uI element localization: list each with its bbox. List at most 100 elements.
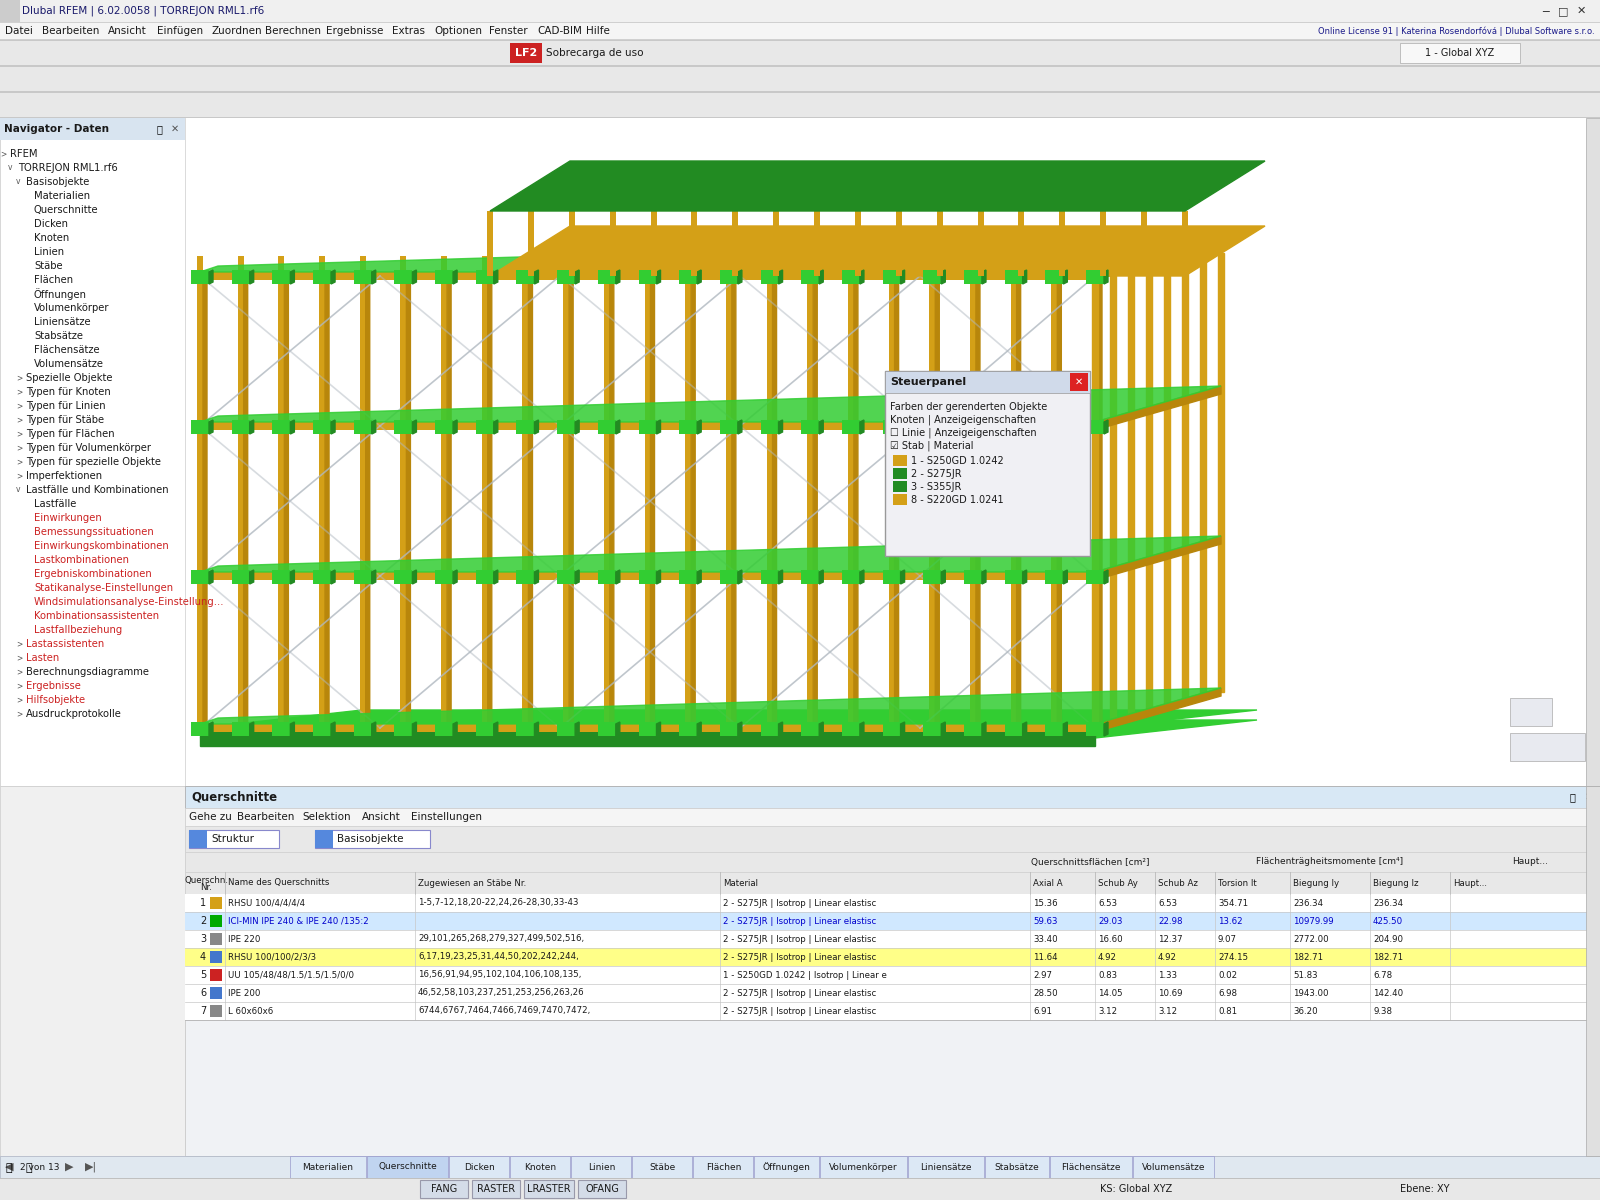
Bar bbox=[963, 722, 982, 736]
Bar bbox=[578, 1180, 626, 1198]
Text: 6,17,19,23,25,31,44,50,202,242,244,: 6,17,19,23,25,31,44,50,202,242,244, bbox=[418, 953, 579, 961]
Bar bbox=[970, 256, 976, 728]
Polygon shape bbox=[413, 270, 416, 284]
Bar bbox=[232, 420, 250, 434]
Polygon shape bbox=[331, 270, 334, 284]
Text: 13.62: 13.62 bbox=[1218, 917, 1243, 925]
Bar bbox=[360, 256, 366, 728]
Text: 0.02: 0.02 bbox=[1218, 971, 1237, 979]
Bar bbox=[395, 722, 413, 736]
Text: 425.50: 425.50 bbox=[1373, 917, 1403, 925]
Bar bbox=[1070, 373, 1088, 391]
Text: Basisobjekte: Basisobjekte bbox=[26, 176, 90, 187]
Text: Lasten: Lasten bbox=[26, 653, 59, 662]
Text: 6744,6767,7464,7466,7469,7470,7472,: 6744,6767,7464,7466,7469,7470,7472, bbox=[418, 1007, 590, 1015]
Text: 3.12: 3.12 bbox=[1158, 1007, 1178, 1015]
Text: Berechnungsdiagramme: Berechnungsdiagramme bbox=[26, 667, 149, 677]
Text: 0.81: 0.81 bbox=[1218, 1007, 1237, 1015]
Text: Bearbeiten: Bearbeiten bbox=[237, 812, 294, 822]
Text: LRASTER: LRASTER bbox=[526, 1184, 571, 1194]
Polygon shape bbox=[534, 270, 539, 284]
Bar bbox=[984, 1156, 1050, 1178]
Bar bbox=[0, 118, 186, 786]
Text: OFANG: OFANG bbox=[586, 1184, 619, 1194]
Bar bbox=[189, 830, 206, 848]
Text: Extras: Extras bbox=[392, 26, 424, 36]
Text: 182.71: 182.71 bbox=[1293, 953, 1323, 961]
Text: Liniensätze: Liniensätze bbox=[34, 317, 91, 326]
Text: 10.69: 10.69 bbox=[1158, 989, 1182, 997]
Polygon shape bbox=[859, 722, 864, 736]
Bar bbox=[354, 570, 371, 584]
Text: Struktur: Struktur bbox=[211, 834, 254, 844]
Text: >: > bbox=[16, 457, 22, 467]
Text: Ergebnisse: Ergebnisse bbox=[326, 26, 382, 36]
Text: 274.15: 274.15 bbox=[1218, 953, 1248, 961]
Text: IPE 220: IPE 220 bbox=[229, 935, 261, 943]
Text: v: v bbox=[8, 163, 13, 173]
Polygon shape bbox=[616, 570, 619, 584]
Bar bbox=[354, 420, 371, 434]
Bar bbox=[528, 211, 534, 276]
Polygon shape bbox=[200, 386, 1221, 422]
Text: 4: 4 bbox=[200, 952, 206, 962]
Text: 1943.00: 1943.00 bbox=[1293, 989, 1328, 997]
Bar bbox=[315, 830, 430, 848]
Bar bbox=[290, 1156, 366, 1178]
Text: ✕: ✕ bbox=[1586, 792, 1594, 802]
Text: Ansicht: Ansicht bbox=[362, 812, 400, 822]
Text: Selektion: Selektion bbox=[302, 812, 350, 822]
Bar bbox=[1005, 722, 1022, 736]
Text: L 60x60x6: L 60x60x6 bbox=[229, 1007, 274, 1015]
Polygon shape bbox=[1094, 236, 1221, 280]
Text: Gehe zu: Gehe zu bbox=[189, 812, 232, 822]
Bar bbox=[395, 570, 413, 584]
Polygon shape bbox=[941, 420, 946, 434]
Text: Stabsätze: Stabsätze bbox=[34, 331, 83, 341]
Bar bbox=[893, 455, 907, 466]
Bar bbox=[726, 256, 731, 728]
Polygon shape bbox=[616, 270, 619, 284]
Polygon shape bbox=[413, 420, 416, 434]
Polygon shape bbox=[1165, 254, 1170, 708]
Text: Lastfälle: Lastfälle bbox=[34, 499, 77, 509]
Polygon shape bbox=[371, 270, 376, 284]
Bar bbox=[435, 270, 453, 284]
Text: Linien: Linien bbox=[587, 1163, 614, 1171]
Bar bbox=[186, 786, 1600, 808]
Bar bbox=[523, 256, 528, 728]
Bar bbox=[475, 420, 494, 434]
Polygon shape bbox=[901, 270, 904, 284]
Text: 5: 5 bbox=[200, 970, 206, 980]
Text: Basisobjekte: Basisobjekte bbox=[338, 834, 403, 844]
Text: 1-5,7-12,18,20-22,24,26-28,30,33-43: 1-5,7-12,18,20-22,24,26-28,30,33-43 bbox=[418, 899, 579, 907]
Text: Spezielle Objekte: Spezielle Objekte bbox=[26, 373, 112, 383]
Bar bbox=[200, 272, 1094, 280]
Text: Online License 91 | Katerina Rosendorfóvá | Dlubal Software s.r.o.: Online License 91 | Katerina Rosendorfóv… bbox=[1318, 26, 1595, 36]
Text: v: v bbox=[16, 178, 21, 186]
Bar bbox=[923, 722, 941, 736]
Polygon shape bbox=[200, 710, 1258, 728]
Text: Typen für Stäbe: Typen für Stäbe bbox=[26, 415, 104, 425]
Text: 2772.00: 2772.00 bbox=[1293, 935, 1328, 943]
Text: 51.83: 51.83 bbox=[1293, 971, 1318, 979]
Polygon shape bbox=[290, 570, 294, 584]
Bar bbox=[923, 270, 941, 284]
Bar bbox=[318, 256, 325, 728]
Polygon shape bbox=[200, 688, 1221, 724]
Polygon shape bbox=[200, 728, 1094, 746]
Text: Datei: Datei bbox=[5, 26, 34, 36]
Text: 16.60: 16.60 bbox=[1098, 935, 1123, 943]
Polygon shape bbox=[488, 282, 491, 728]
Bar bbox=[232, 722, 250, 736]
Bar bbox=[450, 1156, 509, 1178]
Bar bbox=[638, 570, 656, 584]
Polygon shape bbox=[574, 420, 579, 434]
Bar bbox=[568, 211, 574, 276]
Bar bbox=[197, 256, 203, 728]
Text: Typen für Knoten: Typen für Knoten bbox=[26, 386, 110, 397]
Bar bbox=[190, 420, 210, 434]
Text: v: v bbox=[16, 486, 21, 494]
Bar bbox=[720, 420, 738, 434]
Bar bbox=[1086, 270, 1104, 284]
